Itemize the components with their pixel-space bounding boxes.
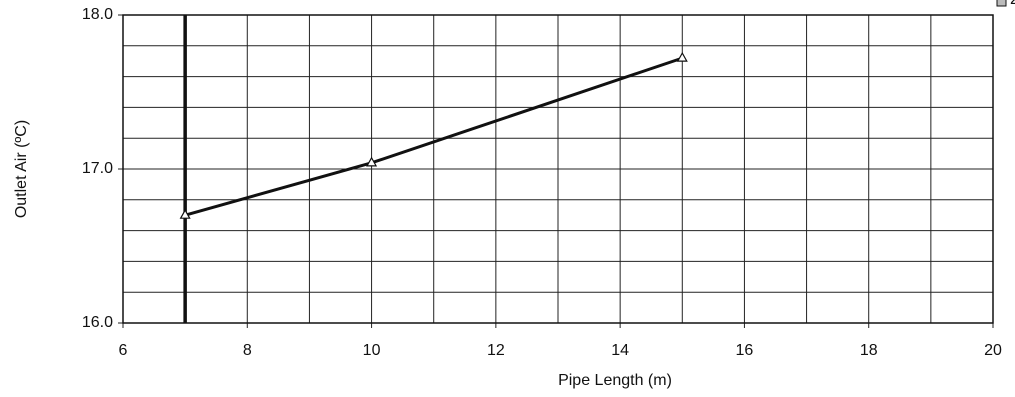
x-tick-label: 6 bbox=[119, 342, 128, 359]
x-tick-label: 20 bbox=[984, 342, 1002, 359]
legend-swatch bbox=[996, 0, 1007, 7]
x-tick-label: 10 bbox=[363, 342, 381, 359]
x-tick-label: 12 bbox=[487, 342, 505, 359]
marker bbox=[179, 208, 191, 219]
marker bbox=[676, 51, 688, 62]
y-tick-label: 16.0 bbox=[82, 314, 113, 331]
plot-frame bbox=[122, 14, 994, 324]
x-axis-label: Pipe Length (m) bbox=[558, 372, 672, 389]
x-tick-label: 18 bbox=[860, 342, 878, 359]
y-tick-label: 18.0 bbox=[82, 6, 113, 23]
marker bbox=[366, 156, 378, 167]
x-tick-label: 16 bbox=[736, 342, 754, 359]
legend-label: 240V bbox=[1010, 0, 1015, 8]
y-axis-label: Outlet Air (ºC) bbox=[13, 120, 30, 218]
x-tick-label: 8 bbox=[243, 342, 252, 359]
y-tick-label: 17.0 bbox=[82, 160, 113, 177]
x-tick-label: 14 bbox=[611, 342, 629, 359]
